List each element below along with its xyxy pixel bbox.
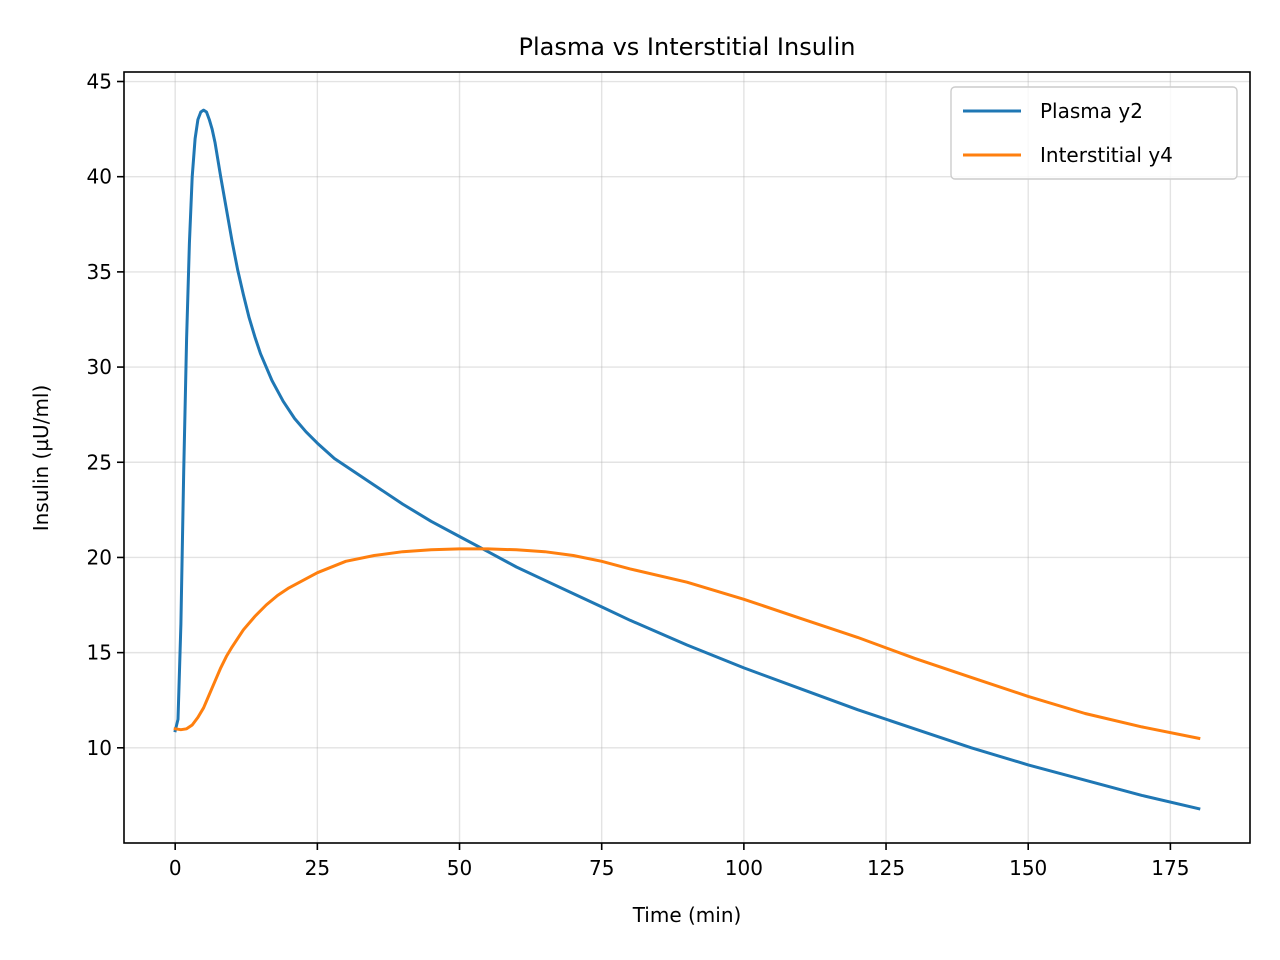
y-tick-label: 20 (87, 545, 112, 569)
y-tick-label: 30 (87, 355, 112, 379)
x-tick-label: 100 (725, 856, 763, 880)
x-tick-label: 50 (447, 856, 472, 880)
x-tick-label: 25 (305, 856, 330, 880)
chart-title: Plasma vs Interstitial Insulin (519, 33, 856, 61)
grid (124, 72, 1250, 843)
y-axis-ticks: 10 15 20 25 30 35 40 45 (87, 70, 124, 760)
y-tick-label: 35 (87, 260, 112, 284)
legend: Plasma y2 Interstitial y4 (950, 86, 1238, 180)
legend-label-1: Interstitial y4 (1040, 143, 1173, 167)
x-axis-ticks: 0 25 50 75 100 125 150 175 (169, 843, 1189, 880)
legend-box (950, 86, 1238, 180)
x-tick-label: 75 (589, 856, 614, 880)
x-tick-label: 0 (169, 856, 182, 880)
legend-label-0: Plasma y2 (1040, 99, 1143, 123)
y-tick-label: 10 (87, 736, 112, 760)
y-axis-label: Insulin (µU/ml) (29, 385, 53, 532)
y-tick-label: 15 (87, 641, 112, 665)
x-tick-label: 125 (867, 856, 905, 880)
y-tick-label: 25 (87, 450, 112, 474)
plot-frame (123, 71, 1251, 844)
y-tick-label: 45 (87, 70, 112, 94)
x-tick-label: 175 (1151, 856, 1189, 880)
series-line-1 (173, 547, 1201, 741)
x-tick-label: 150 (1009, 856, 1047, 880)
series-layer (173, 108, 1201, 811)
y-tick-label: 40 (87, 165, 112, 189)
x-axis-label: Time (min) (632, 903, 742, 927)
series-line-0 (173, 108, 1201, 811)
